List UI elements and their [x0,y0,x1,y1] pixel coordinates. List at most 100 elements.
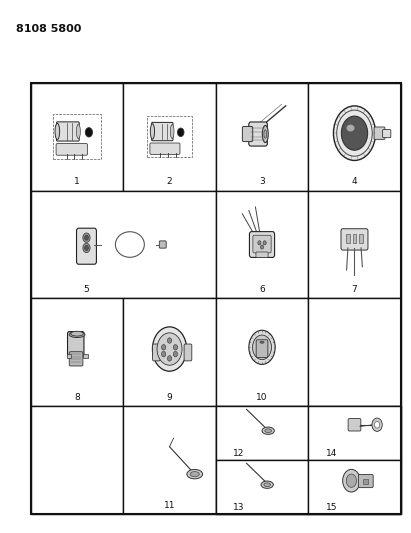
Bar [83,354,88,358]
FancyBboxPatch shape [383,130,391,138]
FancyBboxPatch shape [159,241,166,248]
Text: 6: 6 [259,285,265,294]
FancyBboxPatch shape [150,143,180,155]
FancyBboxPatch shape [341,229,368,250]
Circle shape [167,356,172,361]
Bar [216,406,308,461]
Ellipse shape [261,481,273,488]
FancyBboxPatch shape [69,352,83,366]
Bar [123,298,216,406]
Ellipse shape [55,123,60,140]
Ellipse shape [76,124,81,139]
Circle shape [374,422,380,428]
Ellipse shape [262,427,275,434]
Bar [216,191,308,298]
Bar [123,83,216,191]
Circle shape [372,418,382,431]
Bar [123,406,216,514]
Circle shape [342,116,367,150]
FancyBboxPatch shape [358,474,373,488]
Circle shape [152,327,187,371]
Text: 14: 14 [326,449,337,458]
Circle shape [333,106,376,160]
Bar [308,406,401,461]
Ellipse shape [83,243,90,253]
Text: 8108 5800: 8108 5800 [16,24,82,34]
Bar [216,83,308,191]
Bar [216,298,308,406]
FancyBboxPatch shape [57,122,79,141]
FancyBboxPatch shape [242,126,253,142]
Ellipse shape [83,233,90,243]
Text: 13: 13 [233,503,245,512]
Circle shape [252,335,272,360]
Ellipse shape [150,124,155,139]
FancyBboxPatch shape [253,235,271,253]
Circle shape [249,330,275,365]
Ellipse shape [190,472,199,477]
Ellipse shape [178,128,184,136]
Ellipse shape [260,341,264,343]
FancyBboxPatch shape [152,123,173,141]
Ellipse shape [346,125,354,132]
Bar [353,235,356,243]
Ellipse shape [170,125,174,139]
Text: 15: 15 [326,503,337,512]
Ellipse shape [85,235,88,240]
Ellipse shape [265,429,272,433]
Bar [31,83,123,191]
Bar [308,298,401,406]
Circle shape [162,345,166,350]
Circle shape [258,241,261,245]
Text: 7: 7 [352,285,357,294]
Bar [216,461,308,514]
FancyBboxPatch shape [256,252,268,257]
Text: 4: 4 [352,177,357,187]
Circle shape [343,470,360,492]
Bar [216,406,308,461]
Bar [31,298,123,406]
FancyBboxPatch shape [184,344,192,361]
Bar [308,406,401,461]
Circle shape [261,245,263,249]
Text: 11: 11 [164,501,175,510]
FancyBboxPatch shape [56,143,88,155]
Bar [308,461,401,514]
Bar [216,461,308,514]
FancyBboxPatch shape [256,340,268,358]
FancyBboxPatch shape [76,228,97,264]
FancyBboxPatch shape [249,122,268,146]
Text: 5: 5 [83,285,89,294]
Bar [53,115,101,159]
FancyBboxPatch shape [348,418,361,431]
Text: 2: 2 [167,177,172,187]
FancyBboxPatch shape [152,344,160,361]
Bar [67,354,71,358]
FancyBboxPatch shape [374,127,385,139]
Ellipse shape [69,332,85,337]
Circle shape [263,241,266,245]
Text: 8: 8 [74,393,80,402]
Bar [147,116,192,157]
Text: 12: 12 [233,449,245,458]
Ellipse shape [262,125,268,142]
Text: 10: 10 [256,393,268,402]
Ellipse shape [85,245,88,251]
Text: 9: 9 [167,393,172,402]
Bar [31,191,216,298]
Bar [346,235,350,243]
Circle shape [157,333,182,365]
Bar [308,191,401,298]
FancyBboxPatch shape [67,332,84,356]
FancyBboxPatch shape [249,232,275,257]
Bar [308,461,401,514]
Ellipse shape [187,470,203,479]
Circle shape [167,338,172,343]
Ellipse shape [71,332,83,336]
Bar [359,235,363,243]
Bar [308,83,401,191]
Text: 3: 3 [259,177,265,187]
Bar [31,83,401,514]
Circle shape [173,351,178,357]
Ellipse shape [264,130,267,138]
